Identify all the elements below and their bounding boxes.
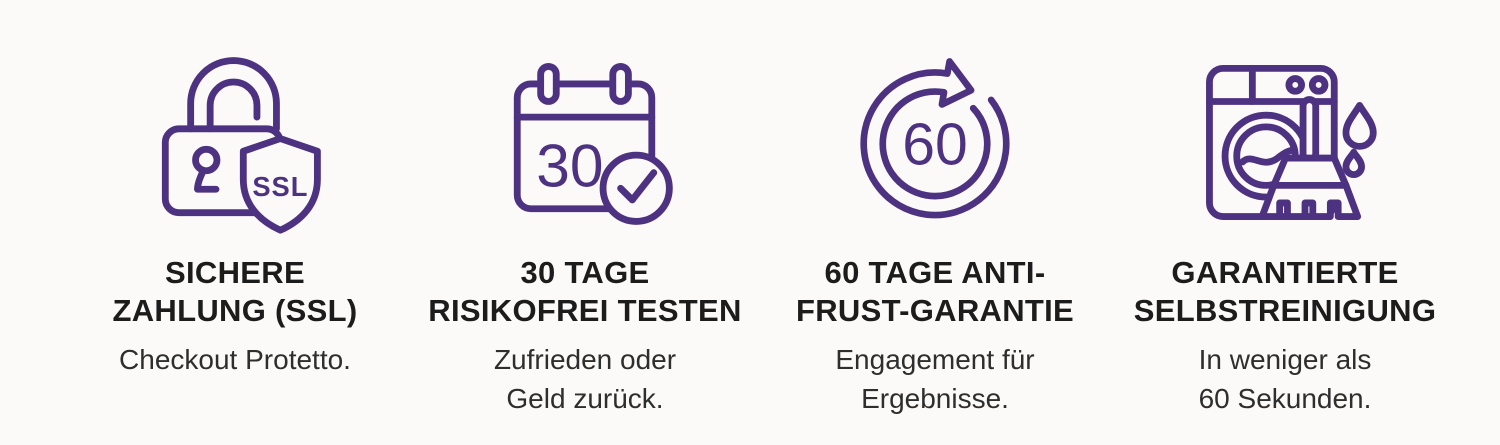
feature-anti-frust-guarantee: 60 60 TAGE ANTI- FRUST-GARANTIE Engageme… (760, 40, 1110, 418)
feature-subtitle-line2: 60 Sekunden. (1198, 383, 1372, 414)
feature-title: SICHERE ZAHLUNG (SSL) (113, 254, 358, 330)
trust-badges-section: SSL SICHERE ZAHLUNG (SSL) Checkout Prote… (60, 0, 1460, 418)
60-refresh-arrow-icon: 60 (840, 40, 1030, 240)
feature-subtitle-line1: In weniger als (1198, 344, 1372, 375)
feature-title-line1: 60 TAGE ANTI- (824, 255, 1046, 290)
calendar-day-number: 30 (536, 131, 603, 199)
feature-subtitle-line1: Engagement für (835, 344, 1035, 375)
feature-secure-payment: SSL SICHERE ZAHLUNG (SSL) Checkout Prote… (60, 40, 410, 418)
ssl-label: SSL (252, 171, 308, 202)
feature-subtitle: Zufrieden oder Geld zurück. (494, 340, 676, 418)
feature-title-line2: ZAHLUNG (SSL) (112, 293, 358, 328)
feature-risk-free-trial: 30 30 TAGE RISIKOFREI TESTEN Zufrieden o… (410, 40, 760, 418)
lock-ssl-shield-icon: SSL (138, 40, 333, 240)
calendar-30-check-icon: 30 (488, 40, 683, 240)
feature-subtitle-line1: Checkout Protetto. (119, 344, 351, 375)
feature-subtitle: Engagement für Ergebnisse. (835, 340, 1034, 418)
feature-title-line1: GARANTIERTE (1171, 255, 1399, 290)
feature-self-cleaning: GARANTIERTE SELBSTREINIGUNG In weniger a… (1110, 40, 1460, 418)
feature-subtitle-line1: Zufrieden oder (493, 344, 677, 375)
feature-title: 60 TAGE ANTI- FRUST-GARANTIE (796, 254, 1074, 330)
feature-subtitle-line2: Geld zurück. (506, 383, 664, 414)
feature-title-line2: RISIKOFREI TESTEN (428, 293, 742, 328)
guarantee-day-number: 60 (902, 113, 968, 178)
feature-subtitle: In weniger als 60 Sekunden. (1199, 340, 1372, 418)
washing-machine-broom-icon (1188, 40, 1383, 240)
feature-title: GARANTIERTE SELBSTREINIGUNG (1134, 254, 1436, 330)
feature-title-line1: SICHERE (165, 255, 305, 290)
feature-subtitle-line2: Ergebnisse. (861, 383, 1009, 414)
feature-title-line2: FRUST-GARANTIE (795, 293, 1075, 328)
feature-title-line1: 30 TAGE (520, 255, 650, 290)
feature-subtitle: Checkout Protetto. (119, 340, 351, 379)
feature-title-line2: SELBSTREINIGUNG (1133, 293, 1437, 328)
feature-title: 30 TAGE RISIKOFREI TESTEN (428, 254, 741, 330)
